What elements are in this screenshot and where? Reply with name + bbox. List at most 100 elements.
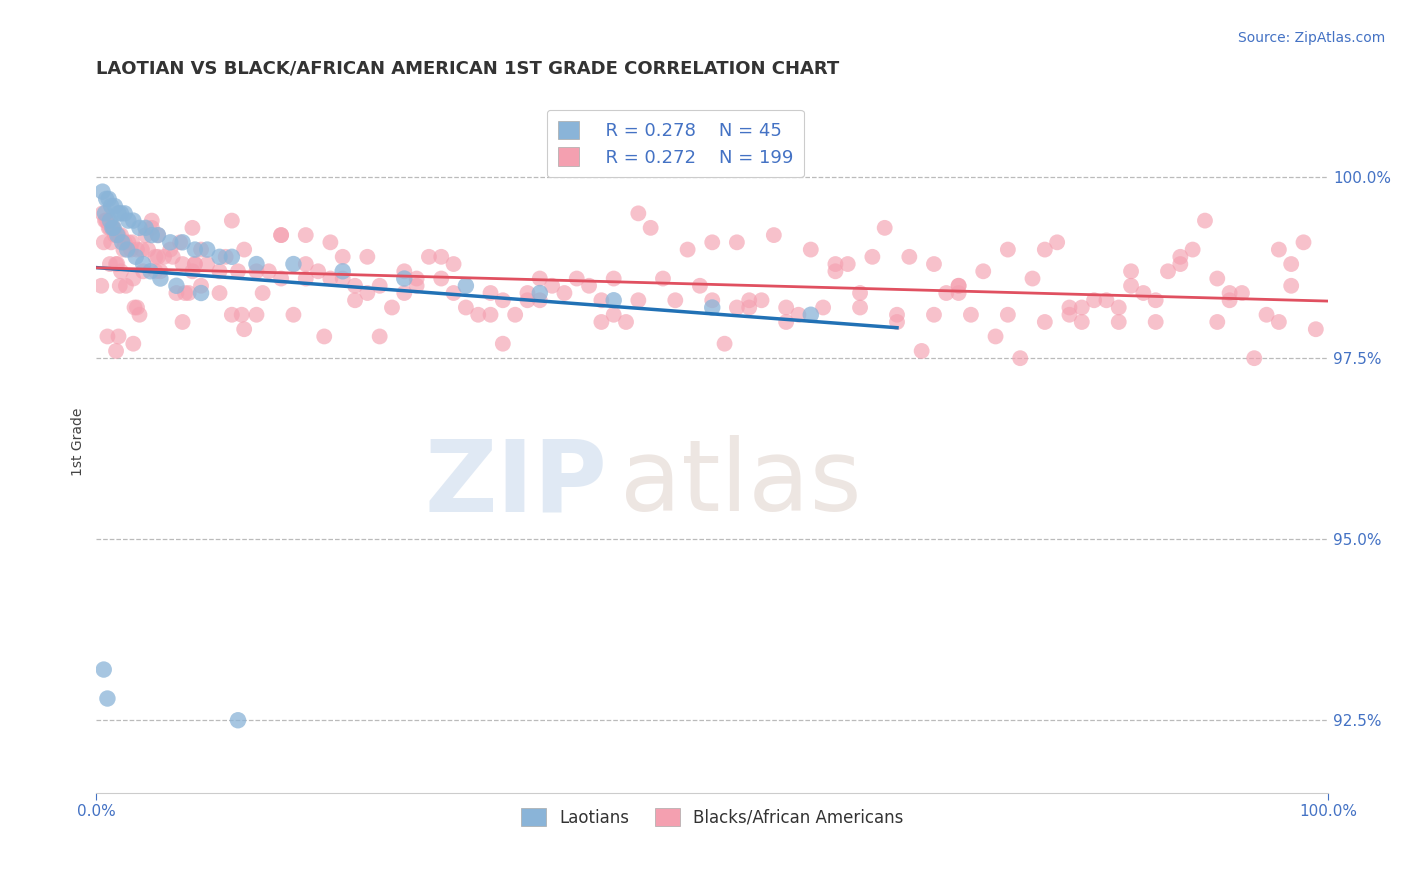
- Point: [103, 220, 125, 235]
- Point: [516, 293, 538, 308]
- Point: [1070, 301, 1092, 315]
- Point: [257, 264, 280, 278]
- Point: [111, 235, 134, 250]
- Point: [1181, 243, 1204, 257]
- Point: [145, 264, 167, 278]
- Point: [1219, 293, 1241, 308]
- Point: [948, 278, 970, 293]
- Point: [332, 271, 354, 285]
- Point: [997, 243, 1019, 257]
- Point: [627, 293, 650, 308]
- Point: [184, 243, 207, 257]
- Point: [190, 285, 212, 300]
- Point: [136, 243, 159, 257]
- Point: [177, 285, 200, 300]
- Point: [100, 199, 122, 213]
- Point: [602, 308, 624, 322]
- Point: [849, 301, 872, 315]
- Point: [762, 228, 785, 243]
- Text: atlas: atlas: [620, 435, 862, 533]
- Point: [245, 257, 267, 271]
- Point: [368, 329, 391, 343]
- Point: [97, 192, 120, 206]
- Point: [713, 336, 735, 351]
- Point: [91, 185, 114, 199]
- Point: [270, 228, 292, 243]
- Point: [381, 301, 404, 315]
- Point: [775, 315, 797, 329]
- Point: [356, 250, 378, 264]
- Point: [344, 278, 367, 293]
- Y-axis label: 1st Grade: 1st Grade: [72, 408, 86, 475]
- Point: [208, 285, 231, 300]
- Point: [702, 301, 724, 315]
- Point: [824, 257, 846, 271]
- Point: [125, 243, 148, 257]
- Point: [141, 213, 163, 227]
- Point: [1046, 235, 1069, 250]
- Point: [1095, 293, 1118, 308]
- Point: [174, 285, 197, 300]
- Point: [165, 285, 187, 300]
- Point: [190, 243, 212, 257]
- Point: [725, 235, 748, 250]
- Point: [208, 264, 231, 278]
- Point: [226, 264, 249, 278]
- Point: [984, 329, 1007, 343]
- Point: [725, 301, 748, 315]
- Point: [221, 213, 243, 227]
- Point: [824, 264, 846, 278]
- Point: [492, 293, 515, 308]
- Point: [1256, 308, 1278, 322]
- Point: [122, 213, 145, 227]
- Point: [405, 278, 427, 293]
- Point: [107, 206, 129, 220]
- Point: [948, 278, 970, 293]
- Point: [454, 278, 477, 293]
- Point: [195, 243, 218, 257]
- Point: [98, 220, 121, 235]
- Point: [1010, 351, 1032, 366]
- Point: [283, 308, 305, 322]
- Point: [443, 257, 465, 271]
- Point: [115, 243, 138, 257]
- Point: [418, 250, 440, 264]
- Point: [120, 243, 142, 257]
- Point: [165, 278, 187, 293]
- Point: [307, 264, 329, 278]
- Point: [172, 315, 194, 329]
- Point: [689, 278, 711, 293]
- Point: [702, 293, 724, 308]
- Point: [922, 257, 945, 271]
- Point: [146, 250, 169, 264]
- Point: [233, 322, 256, 336]
- Point: [935, 285, 957, 300]
- Point: [294, 257, 316, 271]
- Point: [1268, 243, 1291, 257]
- Point: [1243, 351, 1265, 366]
- Point: [98, 213, 121, 227]
- Point: [96, 213, 118, 227]
- Point: [1119, 264, 1142, 278]
- Point: [430, 271, 453, 285]
- Point: [141, 228, 163, 243]
- Point: [1021, 271, 1043, 285]
- Point: [1168, 250, 1191, 264]
- Point: [553, 285, 575, 300]
- Point: [93, 235, 115, 250]
- Point: [132, 257, 155, 271]
- Point: [270, 271, 292, 285]
- Point: [270, 228, 292, 243]
- Point: [245, 264, 267, 278]
- Point: [215, 250, 238, 264]
- Point: [169, 235, 191, 250]
- Point: [96, 192, 118, 206]
- Point: [972, 264, 994, 278]
- Point: [105, 257, 128, 271]
- Point: [849, 285, 872, 300]
- Point: [602, 271, 624, 285]
- Point: [125, 301, 148, 315]
- Point: [98, 257, 121, 271]
- Point: [162, 250, 184, 264]
- Point: [454, 301, 477, 315]
